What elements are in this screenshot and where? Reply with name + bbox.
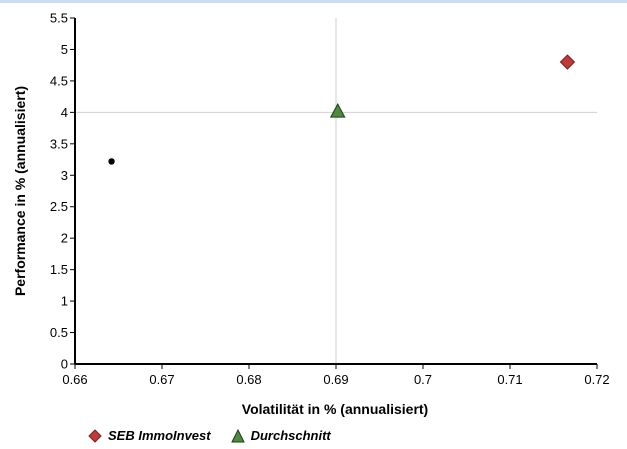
x-tick-label: 0.69 bbox=[323, 372, 348, 387]
data-point-triangle bbox=[329, 103, 346, 118]
x-tick-label: 0.7 bbox=[414, 372, 432, 387]
top-accent-bar bbox=[0, 0, 627, 3]
x-tick-label: 0.68 bbox=[236, 372, 261, 387]
data-point-diamond bbox=[559, 54, 576, 70]
chart-legend: SEB ImmoInvest Durchschnitt bbox=[88, 428, 351, 443]
diamond-marker-icon bbox=[88, 428, 102, 443]
crosshair-lines bbox=[75, 18, 597, 364]
legend-label-seb: SEB ImmoInvest bbox=[108, 428, 211, 443]
x-tick-label: 0.71 bbox=[497, 372, 522, 387]
y-tick-label: 2 bbox=[61, 231, 68, 246]
y-tick-label: 4 bbox=[61, 105, 68, 120]
y-tick-label: 1.5 bbox=[50, 262, 68, 277]
data-point-dot bbox=[108, 158, 115, 165]
tick-labels: 0 0.5 1 1.5 2 2.5 3 3.5 4 4.5 5 5.5 0.66 0.67 0.68 0.69… bbox=[50, 11, 610, 388]
legend-item-seb: SEB ImmoInvest bbox=[88, 428, 211, 443]
y-tick-label: 3.5 bbox=[50, 136, 68, 151]
data-points bbox=[108, 54, 576, 165]
legend-label-durchschnitt: Durchschnitt bbox=[250, 428, 331, 443]
x-axis-title: Volatilität in % (annualisiert) bbox=[242, 401, 428, 417]
y-tick-label: 5.5 bbox=[50, 11, 68, 26]
x-tick-label: 0.66 bbox=[62, 372, 87, 387]
y-tick-label: 3 bbox=[61, 168, 68, 183]
y-tick-label: 1 bbox=[61, 294, 68, 309]
y-tick-label: 2.5 bbox=[50, 199, 68, 214]
x-tick-label: 0.67 bbox=[149, 372, 174, 387]
legend-item-durchschnitt: Durchschnitt bbox=[230, 428, 331, 443]
y-tick-label: 4.5 bbox=[50, 73, 68, 88]
x-tick-label: 0.72 bbox=[584, 372, 609, 387]
y-tick-label: 0.5 bbox=[50, 325, 68, 340]
y-axis-title: Performance in % (annualisiert) bbox=[12, 86, 28, 296]
triangle-marker-icon bbox=[230, 428, 245, 442]
y-tick-label: 0 bbox=[61, 357, 68, 372]
y-tick-label: 5 bbox=[61, 42, 68, 57]
